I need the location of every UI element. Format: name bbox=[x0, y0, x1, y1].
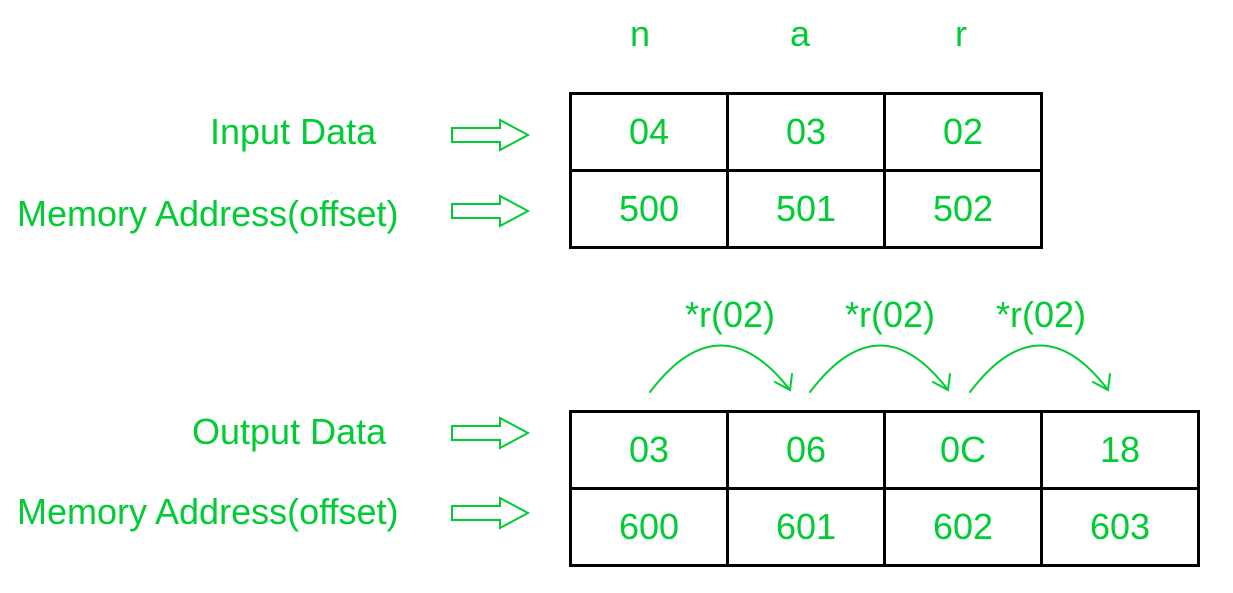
hollow-right-arrow-icon bbox=[451, 194, 531, 228]
input-data-row: 04 03 02 bbox=[569, 92, 1043, 172]
output-address-cell: 603 bbox=[1040, 487, 1200, 567]
input-data-label: Input Data bbox=[210, 111, 377, 152]
output-address-cell: 600 bbox=[569, 487, 729, 567]
output-data-label: Output Data bbox=[192, 411, 387, 452]
input-address-cell: 500 bbox=[569, 169, 729, 249]
input-data-cell: 03 bbox=[726, 92, 886, 172]
input-data-cell: 04 bbox=[569, 92, 729, 172]
output-data-cell: 18 bbox=[1040, 410, 1200, 490]
output-table: 03 06 0C 18 600 601 602 603 bbox=[569, 410, 1200, 567]
column-header-r: r bbox=[955, 13, 967, 54]
step-op-3: *r(02) bbox=[995, 294, 1087, 335]
curved-arrow-icon-head bbox=[1092, 373, 1111, 392]
output-data-cell: 0C bbox=[883, 410, 1043, 490]
hollow-right-arrow-icon bbox=[451, 416, 531, 450]
input-data-cell: 02 bbox=[883, 92, 1043, 172]
output-data-cell: 03 bbox=[569, 410, 729, 490]
output-data-cell: 06 bbox=[726, 410, 886, 490]
output-memory-address-label: Memory Address(offset) bbox=[17, 491, 399, 532]
input-address-cell: 501 bbox=[726, 169, 886, 249]
input-table: 04 03 02 500 501 502 bbox=[569, 92, 1043, 249]
input-address-cell: 502 bbox=[883, 169, 1043, 249]
step-op-2: *r(02) bbox=[844, 294, 936, 335]
column-header-a: a bbox=[789, 13, 811, 54]
step-op-1: *r(02) bbox=[684, 294, 776, 335]
input-address-row: 500 501 502 bbox=[569, 169, 1043, 249]
curved-arrow-icon bbox=[649, 344, 791, 393]
hollow-right-arrow-icon bbox=[451, 496, 531, 530]
curved-arrow-icon-head bbox=[774, 373, 793, 392]
curved-arrow-icon bbox=[969, 344, 1109, 393]
curved-arrow-icon-head bbox=[932, 373, 951, 392]
output-address-row: 600 601 602 603 bbox=[569, 487, 1200, 567]
hollow-right-arrow-icon bbox=[451, 118, 531, 152]
output-address-cell: 601 bbox=[726, 487, 886, 567]
output-address-cell: 602 bbox=[883, 487, 1043, 567]
input-memory-address-label: Memory Address(offset) bbox=[17, 193, 399, 234]
curved-arrow-icon bbox=[809, 344, 949, 393]
output-data-row: 03 06 0C 18 bbox=[569, 410, 1200, 490]
column-header-n: n bbox=[629, 13, 651, 54]
